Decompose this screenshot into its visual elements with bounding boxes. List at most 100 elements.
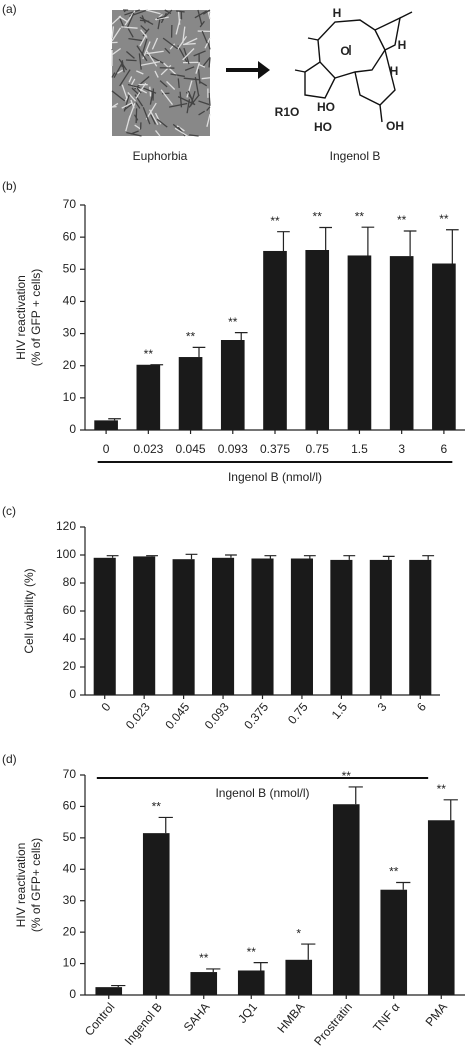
error-bar [444, 800, 458, 820]
bar [409, 560, 431, 695]
x-axis-label: Ingenol B (nmol/l) [215, 786, 309, 800]
y-tick-label: 20 [63, 358, 77, 372]
texture-stroke [126, 60, 137, 61]
y-tick-label: 40 [63, 631, 77, 645]
x-tick-label: HMBA [274, 1000, 307, 1036]
texture-stroke [183, 44, 196, 45]
y-tick-label: 60 [63, 603, 77, 617]
bar [348, 255, 372, 430]
bar [190, 972, 217, 995]
y-tick-label: 0 [69, 987, 76, 1001]
error-bar [186, 554, 198, 559]
bar [291, 559, 313, 696]
bar [137, 365, 161, 430]
x-tick-label: 1.5 [351, 442, 368, 456]
error-bar [235, 333, 248, 340]
x-axis-label: Ingenol B (nmol/l) [228, 470, 322, 484]
arrow-head [258, 61, 270, 79]
bar [143, 833, 170, 995]
significance: ** [247, 945, 257, 959]
error-bar [254, 963, 268, 971]
x-tick-label: 0.093 [218, 442, 248, 456]
panel-a: (a) Euphorbia Ingenol B [2, 2, 412, 163]
y-axis-label: HIV reactivation [14, 275, 28, 360]
y-tick-label: 120 [56, 519, 76, 533]
bar [370, 560, 392, 695]
y-tick-label: 10 [63, 390, 77, 404]
bar [285, 960, 312, 995]
bar [305, 250, 329, 430]
error-bar [193, 347, 206, 357]
error-bar [111, 986, 125, 988]
error-bar [146, 556, 158, 557]
x-tick-label: 0.75 [285, 700, 311, 727]
error-bar [225, 555, 237, 558]
y-tick-label: 0 [69, 687, 76, 701]
significance: ** [152, 800, 162, 814]
x-tick-label: 0.093 [202, 700, 232, 732]
panel-label: (a) [2, 2, 17, 16]
x-tick-label: PMA [423, 1000, 450, 1029]
y-tick-label: 60 [63, 799, 77, 813]
y-axis-label: (% of GFP + cells) [29, 269, 43, 366]
bar [133, 556, 155, 695]
x-tick-label: Ingenol B [122, 1000, 165, 1048]
atom-label: HO [314, 120, 332, 134]
error-bar [159, 817, 173, 833]
error-bar [422, 556, 434, 560]
x-tick-label: 6 [441, 442, 448, 456]
bar [212, 558, 234, 695]
y-axis-label: Cell viability (%) [22, 568, 36, 653]
significance: ** [199, 951, 209, 965]
x-tick-label: 3 [375, 700, 390, 714]
bar [333, 804, 360, 995]
x-tick-label: JQ1 [235, 1000, 260, 1026]
bar [94, 558, 116, 695]
x-tick-label: 0.045 [176, 442, 206, 456]
y-tick-label: 10 [63, 956, 77, 970]
atom-label: R1O [275, 105, 300, 119]
caption: Ingenol B [330, 149, 381, 163]
error-bar [319, 228, 332, 251]
x-tick-label: SAHA [181, 1000, 213, 1034]
error-bar [108, 419, 121, 421]
y-tick-label: 30 [63, 893, 77, 907]
x-tick-label: TNF α [370, 1000, 402, 1035]
bar [428, 820, 455, 995]
atom-label: H [398, 38, 407, 52]
y-axis-label: HIV reactivation [14, 843, 28, 928]
x-tick-label: Control [82, 1000, 118, 1039]
error-bar [349, 787, 363, 804]
atom-label: OH [386, 119, 404, 133]
bar [380, 890, 407, 995]
y-tick-label: 70 [63, 767, 77, 781]
x-tick-label: 0.375 [260, 442, 290, 456]
significance: ** [313, 210, 323, 224]
x-tick-label: 0.375 [241, 700, 271, 732]
error-bar [301, 944, 315, 960]
bar [432, 264, 456, 431]
y-tick-label: 0 [69, 422, 76, 436]
atom-label: H [333, 6, 342, 20]
error-bar [396, 882, 410, 889]
y-tick-label: 100 [56, 547, 76, 561]
bar [238, 970, 265, 995]
x-tick-label: 1.5 [329, 700, 351, 722]
bar [390, 256, 414, 430]
significance: * [296, 926, 301, 940]
significance: ** [439, 212, 449, 226]
significance: ** [342, 769, 352, 783]
plant-photo [112, 10, 210, 136]
y-tick-label: 60 [63, 229, 77, 243]
bar [330, 560, 352, 695]
panel-label: (b) [2, 179, 17, 193]
error-bar [446, 230, 459, 264]
panel-label: (d) [2, 752, 17, 766]
y-axis-label: (% of GFP+ cells) [29, 838, 43, 932]
x-tick-label: 3 [398, 442, 405, 456]
x-tick-label: 0.75 [306, 442, 330, 456]
atom-label: HO [317, 100, 335, 114]
bar [179, 357, 203, 430]
bar [95, 987, 122, 995]
